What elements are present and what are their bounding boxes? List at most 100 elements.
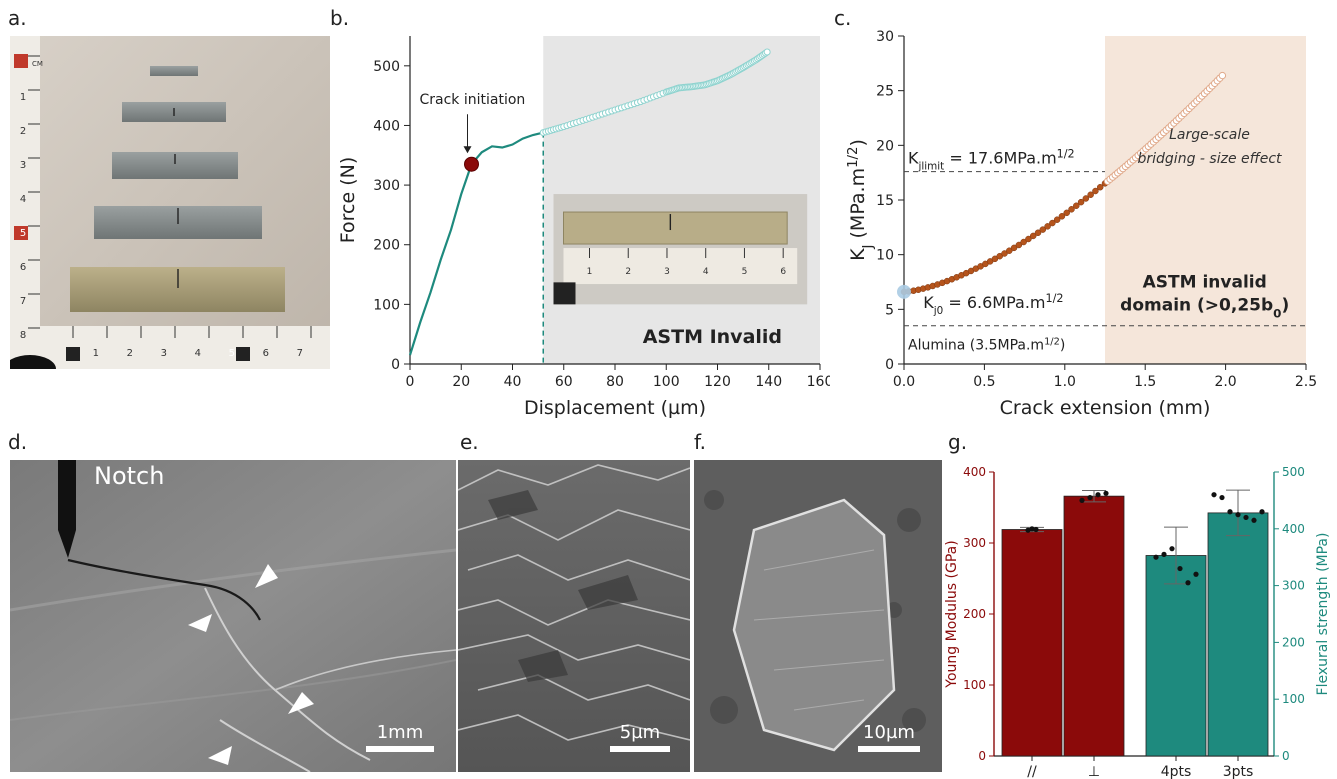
scalebar-e-label: 5µm	[620, 722, 660, 743]
inset-ruler-number: 4	[703, 267, 709, 277]
bridging-text: bridging - size effect	[1138, 151, 1283, 167]
valid-point-c	[1073, 202, 1080, 209]
data-point-g	[1235, 512, 1241, 518]
inset-ruler-number: 6	[780, 267, 786, 277]
ruler-v-6: 6	[19, 262, 27, 273]
ruler-v-7: 7	[19, 296, 27, 307]
y-tick-label-c: 10	[876, 248, 894, 264]
sem-e-drawing: 5µm	[458, 460, 690, 772]
left-tick-label-g: 400	[963, 465, 986, 479]
ruler-h-1: 1	[92, 348, 99, 359]
left-tick-label-g: 0	[978, 749, 986, 763]
inset-ruler-number: 3	[664, 267, 670, 277]
force-displacement-chart: 1 2 3 4 5 60 20 40 60 80 100 120 140 1600100200300400…	[337, 36, 830, 419]
crack-initiation-label: Crack initiation	[420, 92, 526, 108]
bar-g	[1001, 529, 1063, 757]
valid-point-c	[1010, 244, 1018, 252]
inset-ruler-number: 2	[625, 267, 631, 277]
mechanical-properties-bar-chart: 0 100 200 300 400 0 100 200 300 400 500 Young Modul…	[944, 465, 1331, 779]
x-tick-label-b: 140	[755, 374, 782, 390]
scalebar-d	[366, 746, 434, 752]
x-tick-label-c: 0.5	[973, 374, 995, 390]
x-axis-title-c: Crack extension (mm)	[1000, 397, 1211, 419]
crack-initiation-arrowhead	[463, 146, 472, 154]
ruler-unit-label: CM	[32, 60, 43, 68]
valid-point-c	[1020, 238, 1027, 246]
valid-point-c	[1006, 247, 1013, 254]
y-tick-label-c: 25	[876, 84, 894, 100]
left-axis-title-g: Young Modulus (GPa)	[944, 540, 960, 688]
valid-point-c	[1063, 209, 1070, 217]
grain-shape	[732, 498, 896, 752]
right-tick-label-g: 300	[1282, 579, 1305, 593]
bar-label-top-g: 4pts	[1161, 764, 1192, 779]
inset-ruler-number: 1	[587, 267, 593, 277]
ruler-v-3: 3	[19, 160, 27, 171]
y-tick-label-c: 5	[885, 302, 894, 318]
valid-point-c	[1077, 198, 1085, 206]
data-point-g	[1033, 526, 1039, 533]
vertical-ruler	[10, 36, 40, 369]
crack-initiation-marker	[464, 156, 479, 172]
right-tick-label-g: 200	[1282, 635, 1305, 649]
inset-specimen	[563, 211, 788, 245]
data-point-g	[1227, 509, 1233, 515]
open-marker-b	[763, 48, 771, 56]
data-point-g	[1153, 554, 1159, 560]
ruler-v-8: 8	[19, 330, 27, 341]
data-point-g	[1029, 526, 1035, 532]
valid-point-c	[1029, 232, 1037, 240]
panel-label-d: d.	[8, 430, 28, 454]
y-tick-label-b: 500	[373, 59, 400, 75]
x-tick-label-b: 20	[452, 374, 470, 390]
data-point-g	[1079, 497, 1085, 503]
ruler-vertical-numbers: 1 2 3 4 5 6 7 8	[16, 81, 30, 353]
scalebar-f-label: 10µm	[863, 722, 915, 743]
ruler-v-2: 2	[19, 126, 27, 137]
panel-label-c: c.	[834, 6, 852, 30]
y-tick-label-b: 200	[373, 238, 400, 254]
notch-micrograph-drawing: 1mm	[10, 460, 456, 772]
valid-point-c	[1034, 229, 1042, 237]
astm-invalid-title-c: ASTM invalid	[1143, 272, 1267, 292]
y-tick-label-b: 300	[373, 178, 400, 194]
specimen-photo: CM 1 2 3 4 5 6 7 8 1 2 3 4 5 6 7	[10, 36, 330, 369]
sem-image-f: 10µm	[694, 460, 942, 772]
crack-arrowheads	[188, 564, 314, 765]
data-point-g	[1211, 492, 1217, 498]
valid-point-c	[1015, 241, 1023, 249]
y-tick-label-b: 100	[373, 297, 400, 313]
y-axis-title-b: Force (N)	[337, 157, 359, 243]
valid-point-c	[1082, 195, 1090, 202]
astm-domain-title-c: domain (>0,25b0)	[1120, 295, 1289, 320]
data-point-g	[1251, 517, 1257, 523]
x-tick-label-b: 60	[555, 374, 573, 390]
ruler-h-3: 3	[160, 348, 167, 359]
panel-label-b: b.	[330, 6, 350, 30]
x-tick-label-b: 160	[807, 374, 830, 390]
bar-g	[1063, 495, 1125, 757]
ruler-v-4: 4	[19, 194, 27, 205]
ruler-v-5: 5	[19, 228, 27, 239]
x-tick-label-b: 0	[406, 374, 415, 390]
bar-g	[1207, 512, 1269, 757]
data-point-g	[1185, 580, 1191, 586]
x-tick-label-c: 2.0	[1214, 374, 1236, 390]
valid-point-c	[1049, 219, 1056, 227]
panel-label-a: a.	[8, 6, 27, 30]
notch-shape	[58, 460, 76, 558]
y-tick-label-c: 30	[876, 29, 894, 45]
data-point-g	[1193, 571, 1199, 577]
inset-clip	[553, 282, 576, 305]
right-axis-title-g: Flexural strength (MPa)	[1315, 533, 1331, 696]
bar-g	[1145, 555, 1207, 757]
y-tick-label-c: 0	[885, 357, 894, 373]
y-tick-label-b: 400	[373, 118, 400, 134]
panel-label-e: e.	[460, 430, 479, 454]
right-tick-label-g: 400	[1282, 522, 1305, 536]
inset-ruler	[563, 248, 798, 285]
valid-point-c	[1096, 183, 1104, 191]
data-point-g	[1243, 514, 1249, 521]
astm-invalid-label-b: ASTM Invalid	[643, 326, 782, 348]
specimen-photo-drawing	[10, 36, 330, 369]
